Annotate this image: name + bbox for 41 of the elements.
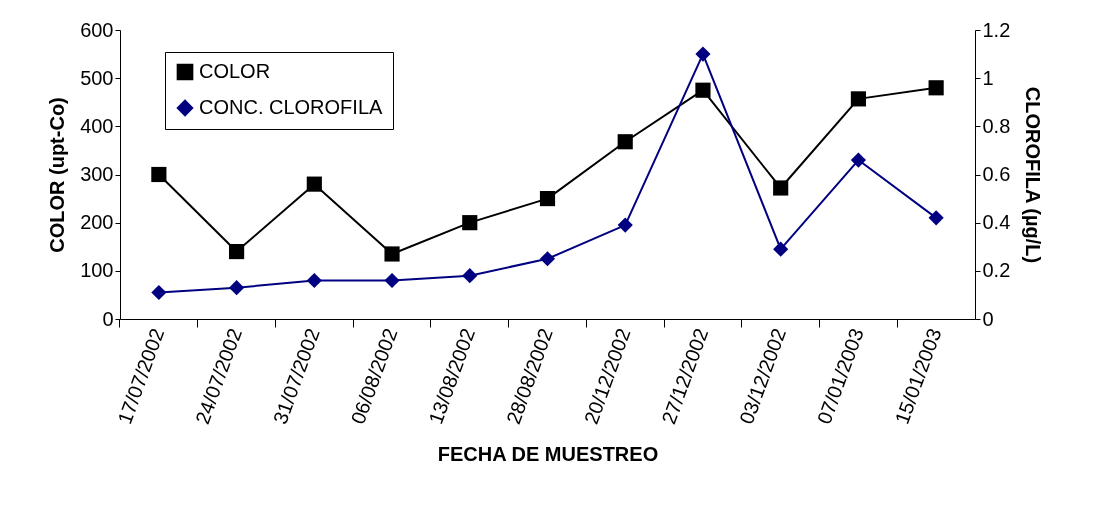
point — [306, 272, 322, 289]
point — [539, 251, 556, 267]
y2-tick-label: 0 — [982, 307, 994, 330]
point — [850, 91, 866, 107]
point — [695, 46, 711, 62]
point — [229, 243, 245, 260]
y-tick-label: 0 — [102, 307, 114, 330]
y-tick-label: 400 — [80, 114, 114, 137]
y2-axis-title: CLOROFILA (µg/L) — [1022, 86, 1045, 264]
point — [850, 152, 866, 168]
y-tick-label: 300 — [80, 163, 114, 185]
y2-tick-label: 0.8 — [982, 114, 1011, 137]
y2-tick-label: 0.2 — [982, 259, 1011, 282]
point — [384, 246, 400, 262]
legend-label: COLOR — [199, 60, 271, 82]
point — [773, 241, 789, 257]
y-tick-label: 100 — [80, 259, 114, 282]
y2-tick-label: 1.2 — [982, 18, 1011, 41]
point — [695, 82, 711, 98]
y2-tick-label: 0.4 — [982, 211, 1011, 234]
point — [617, 134, 633, 150]
point — [928, 80, 944, 96]
point — [306, 176, 322, 192]
y-tick-label: 200 — [80, 211, 114, 234]
point — [151, 284, 167, 301]
legend-label: CONC. CLOROFILA — [199, 96, 384, 118]
y2-tick-label: 0.6 — [982, 163, 1011, 185]
point — [462, 215, 478, 231]
point — [539, 191, 556, 207]
point — [151, 166, 167, 183]
y-axis-title: COLOR (upt-Co) — [46, 97, 69, 253]
point — [617, 217, 633, 233]
y2-tick-label: 1 — [982, 66, 994, 89]
point — [773, 180, 789, 196]
y-tick-label: 600 — [80, 18, 114, 41]
y-tick-label: 500 — [80, 66, 114, 89]
x-axis-title: FECHA DE MUESTREO — [437, 442, 659, 465]
point — [229, 280, 245, 296]
point — [384, 272, 400, 289]
point — [462, 268, 478, 284]
point — [928, 210, 944, 226]
